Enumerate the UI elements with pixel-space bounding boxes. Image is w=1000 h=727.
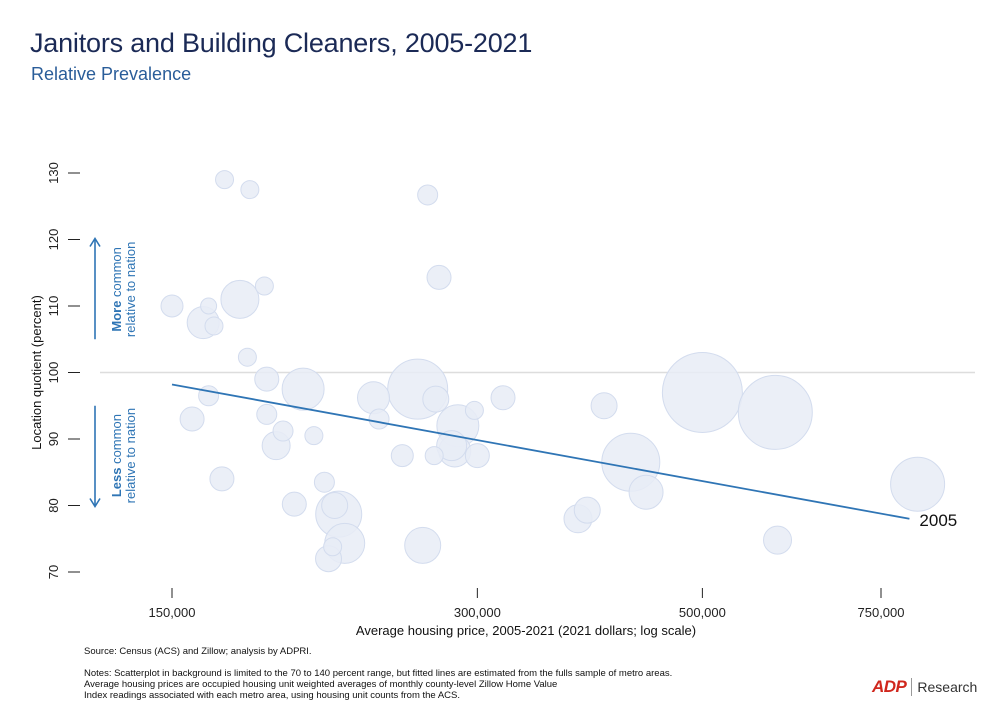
scatter-point <box>256 403 278 425</box>
adp-logo: ADP <box>872 678 913 696</box>
scatter-point <box>209 466 235 492</box>
scatter-point <box>424 446 444 466</box>
scatter-point <box>490 385 516 411</box>
scatter-point <box>237 347 257 367</box>
scatter-point <box>661 351 743 433</box>
scatter-point <box>160 294 184 318</box>
scatter-point <box>404 526 442 564</box>
scatter-point <box>417 184 439 206</box>
note-line: Index readings associated with each metr… <box>84 690 460 701</box>
more-common-label-line1: More common <box>109 247 124 332</box>
scatter-point <box>179 406 205 432</box>
scatter-point <box>215 170 235 190</box>
scatter-point <box>281 491 307 517</box>
scatter-point <box>198 385 220 407</box>
scatter-point <box>737 374 813 450</box>
x-tick-label: 500,000 <box>679 605 726 620</box>
more-common-label: More common relative to nation <box>109 242 138 337</box>
scatter-point <box>321 492 349 519</box>
scatter-point <box>390 444 414 468</box>
notes-block: Notes: Scatterplot in background is limi… <box>84 668 672 701</box>
scatter-point <box>281 367 325 411</box>
y-tick-label: 110 <box>46 296 61 317</box>
y-tick-label: 120 <box>46 229 61 251</box>
scatter-point <box>323 537 343 557</box>
scatter-point <box>220 279 260 319</box>
scatter-point <box>357 381 391 415</box>
scatter-point <box>426 264 452 290</box>
adp-research-logo: ADP Research <box>872 676 977 698</box>
less-common-label-bold: Less <box>109 468 124 498</box>
source-note: Source: Census (ACS) and Zillow; analysi… <box>84 646 312 657</box>
scatter-point <box>204 316 224 336</box>
note-line: Average housing prices are occupied hous… <box>84 679 558 690</box>
less-common-label-rest: common <box>109 414 124 467</box>
chart-subtitle: Relative Prevalence <box>31 64 192 84</box>
more-common-label-rest: common <box>109 247 124 300</box>
less-common-label-line2: relative to nation <box>123 408 138 503</box>
scatter-point <box>436 430 468 462</box>
y-tick-label: 70 <box>46 565 61 579</box>
scatter-point <box>200 297 218 315</box>
scatter-point <box>763 525 793 555</box>
scatter-point <box>573 496 601 524</box>
arrow-up-icon <box>89 236 101 247</box>
scatter-point <box>422 385 450 413</box>
fitted-line-2005 <box>171 383 910 520</box>
scatter-point <box>254 276 274 296</box>
scatter-point <box>464 400 484 420</box>
y-axis-label: Location quotient (percent) <box>29 295 44 450</box>
scatter-point <box>313 471 335 493</box>
scatter-point <box>890 456 946 512</box>
scatter-point <box>590 392 618 420</box>
less-common-label: Less common relative to nation <box>109 408 138 503</box>
scatter-point <box>464 443 490 469</box>
x-axis-label: Average housing price, 2005-2021 (2021 d… <box>356 623 696 638</box>
more-common-label-bold: More <box>109 301 124 332</box>
scatter-point <box>368 408 390 430</box>
arrow-down-icon <box>89 498 101 509</box>
scatter-point <box>254 366 280 392</box>
research-wordmark: Research <box>917 679 978 695</box>
y-tick-label: 80 <box>46 498 61 512</box>
chart-title: Janitors and Building Cleaners, 2005-202… <box>30 28 533 58</box>
y-tick-label: 100 <box>46 362 61 384</box>
less-common-label-line1: Less common <box>109 414 124 497</box>
y-tick-label: 130 <box>46 162 61 184</box>
x-tick-label: 300,000 <box>454 605 501 620</box>
x-tick-label: 150,000 <box>149 605 196 620</box>
y-tick-label: 90 <box>46 432 61 446</box>
scatter-point <box>304 426 324 446</box>
fitted-line-label: 2005 <box>919 511 957 530</box>
scatter-point <box>628 474 664 510</box>
x-tick-label: 750,000 <box>858 605 905 620</box>
note-line: Notes: Scatterplot in background is limi… <box>84 668 673 679</box>
more-common-label-line2: relative to nation <box>123 242 138 337</box>
scatter-point <box>272 420 294 442</box>
scatter-point <box>240 180 260 200</box>
